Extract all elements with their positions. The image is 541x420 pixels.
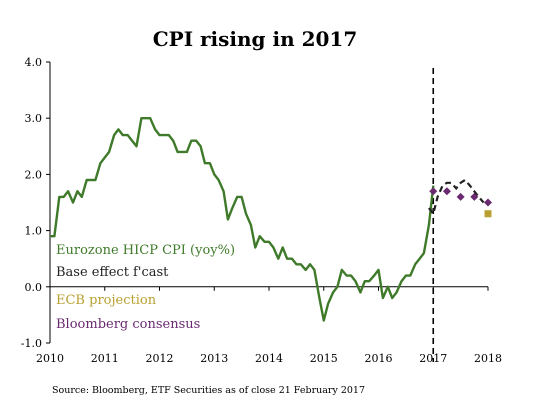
legend-entry: ECB projection <box>56 293 157 308</box>
chart-marks <box>50 68 492 362</box>
y-tick-label: 0.0 <box>25 281 43 294</box>
bloomberg-consensus-point <box>429 187 438 196</box>
x-tick-label: 2018 <box>474 352 502 365</box>
legend-entry: Eurozone HICP CPI (yoy%) <box>56 243 235 258</box>
legend-entry: Bloomberg consensus <box>56 317 200 332</box>
y-tick-label: 3.0 <box>25 112 43 125</box>
y-tick-label: 4.0 <box>25 56 43 69</box>
legend: Eurozone HICP CPI (yoy%) Base effect f'ca… <box>56 243 235 332</box>
x-tick-label: 2016 <box>365 352 393 365</box>
y-tick-label: -1.0 <box>21 337 42 350</box>
x-tick-label: 2015 <box>310 352 338 365</box>
bloomberg-consensus-point <box>456 192 465 201</box>
y-tick-label: 2.0 <box>25 168 43 181</box>
series-hicp-line <box>50 116 435 322</box>
bloomberg-consensus-point <box>484 198 492 207</box>
source-note: Source: Bloomberg, ETF Securities as of … <box>52 385 365 396</box>
chart-title: CPI rising in 2017 <box>153 27 358 51</box>
x-tick-label: 2014 <box>255 352 283 365</box>
y-tick-label: 1.0 <box>25 225 43 238</box>
ecb-projection-point <box>484 210 492 218</box>
x-tick-label: 2013 <box>200 352 228 365</box>
x-tick-label: 2011 <box>91 352 119 365</box>
legend-entry: Base effect f'cast <box>56 265 169 280</box>
bloomberg-consensus-point <box>442 187 451 196</box>
x-tick-label: 2012 <box>146 352 174 365</box>
bloomberg-consensus-point <box>470 192 479 201</box>
series-base-effect-line <box>428 178 485 217</box>
x-tick-label: 2010 <box>36 352 64 365</box>
